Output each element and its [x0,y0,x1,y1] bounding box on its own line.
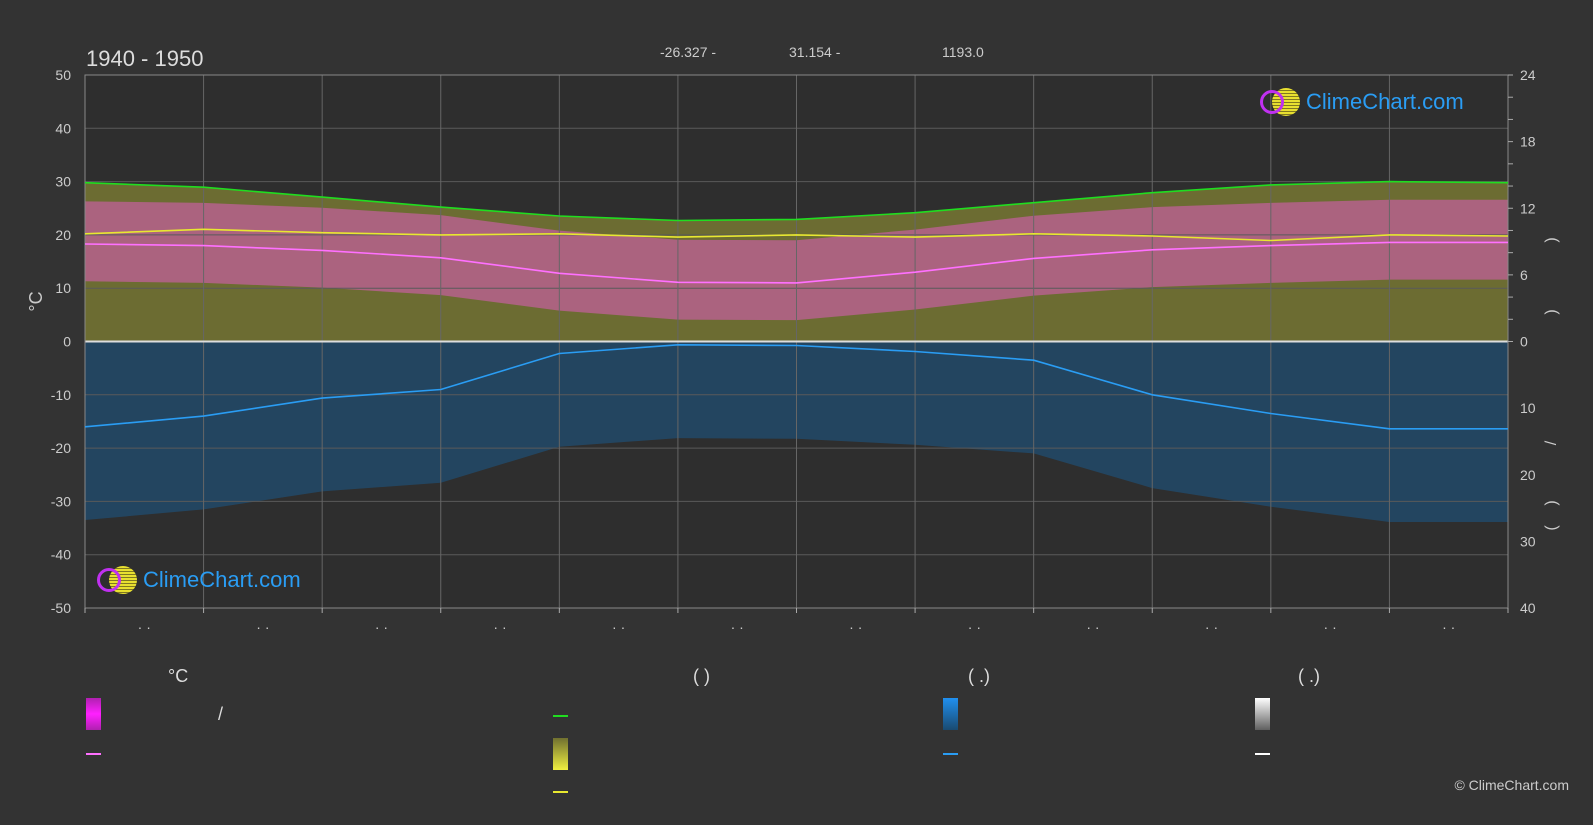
right-tick-label: 6 [1520,267,1528,283]
right-tick-label: 10 [1520,400,1536,416]
y-tick-label: -30 [51,493,71,509]
logo-text: ClimeChart.com [143,567,301,592]
x-tick-label: · · [493,619,506,635]
right-tick-label: 0 [1520,334,1528,350]
legend-sun-heading: ( ) [693,666,710,686]
right-tick-label: 12 [1520,200,1536,216]
y-tick-label: 10 [55,280,71,296]
x-tick-label: · · [612,619,625,635]
series-line-temp_mean [84,241,1508,284]
legend-temp-range-sep: / [218,704,224,724]
x-tick-label: · · [375,619,388,635]
x-tick-label: · · [1086,619,1099,635]
logo-ring-icon [1260,90,1284,114]
legend-rain-heading: ( .) [968,666,990,686]
elevation-label: 1193.0 [942,44,984,60]
x-tick-label: · · [256,619,269,635]
right-axis-label: / [1543,440,1560,445]
legend-temp-range-swatch [86,698,101,730]
right-axis-label: ) [1543,237,1560,242]
y-tick-label: 50 [55,67,71,83]
y-tick-label: -10 [51,387,71,403]
logo-text: ClimeChart.com [1306,89,1464,114]
x-tick-label: · · [731,619,744,635]
logo-top[interactable]: ClimeChart.com [1260,88,1464,116]
y-tick-label: -20 [51,440,71,456]
x-tick-label: · · [849,619,862,635]
legend-daylight-swatch [553,715,568,717]
logo-bottom[interactable]: ClimeChart.com [97,566,301,594]
x-tick-label: · · [1205,619,1218,635]
right-tick-label: 24 [1520,67,1536,83]
right-tick-label: 18 [1520,134,1536,150]
y-tick-label: -40 [51,547,71,563]
legend-snow-mean-swatch [1255,753,1270,755]
series-line-sunshine [84,228,1509,242]
right-tick-label: 30 [1520,533,1536,549]
right-axis-label: ( [1543,525,1560,531]
series-line-daylight [84,180,1509,222]
right-tick-label: 20 [1520,467,1536,483]
right-tick-label: 40 [1520,600,1536,616]
x-tick-label: · · [1324,619,1337,635]
legend-temp-mean-swatch [86,753,101,755]
copyright: © ClimeChart.com [1454,777,1569,793]
x-tick-label: · · [968,619,981,635]
legend-rain-mean-swatch [943,753,958,755]
series-line-rain_mean [84,343,1508,430]
y-tick-label: 20 [55,227,71,243]
legend-snow-swatch [1255,698,1270,730]
legend-temp-heading: °C [168,666,189,686]
legend-sunshine-mean-swatch [553,791,568,793]
y-tick-label: 0 [63,334,71,350]
logo-ring-icon [97,568,121,592]
period-title: 1940 - 1950 [86,46,204,71]
legend-snow-heading: ( .) [1298,666,1320,686]
legend-sunshine-swatch [553,738,568,770]
legend-rain-swatch [943,698,958,730]
latitude-label: -26.327 - [660,44,717,60]
x-tick-label: · · [138,619,151,635]
y-axis-label: °C [26,291,46,311]
y-tick-label: 40 [55,120,71,136]
longitude-label: 31.154 - [789,44,841,60]
y-tick-label: -50 [51,600,71,616]
right-axis-label: ) [1543,500,1560,505]
x-tick-label: · · [1442,619,1455,635]
y-tick-label: 30 [55,174,71,190]
right-axis-label: ) [1543,309,1560,314]
